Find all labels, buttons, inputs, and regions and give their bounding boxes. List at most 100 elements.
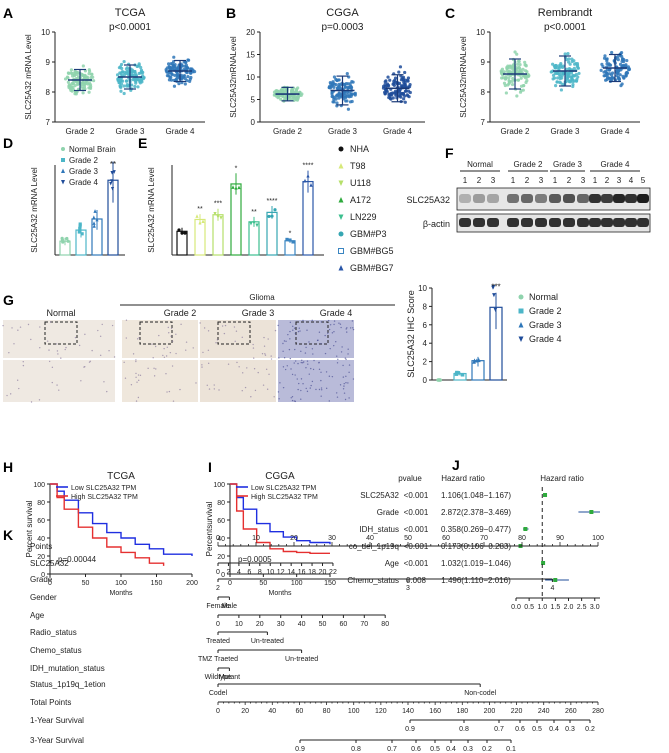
panel-a-point (81, 64, 85, 68)
panel-k-row-label: Status_1p19q_1etion (30, 680, 106, 689)
panel-h-legend-label: High SLC25A32 TPM (71, 494, 138, 501)
panel-c-point (619, 51, 624, 55)
panel-a-ytick-label: 9 (46, 58, 51, 67)
panel-b-ylabel: SLC25A32mRNALevel (229, 36, 238, 118)
panel-k-row-label: 1-Year Survival (30, 716, 84, 725)
panel-g-nucleus (265, 368, 268, 371)
panel-g-nucleus (163, 356, 166, 359)
panel-g-column-label: Grade 2 (164, 308, 197, 318)
panel-b-point (329, 84, 334, 88)
panel-c-point (563, 52, 567, 56)
panel-g-nucleus (262, 384, 265, 386)
panel-d-point (109, 181, 113, 186)
panel-j-xtick-label: 1.5 (551, 604, 561, 611)
panel-i-xlabel: Months (269, 590, 292, 597)
panel-g-nucleus (179, 388, 181, 391)
panel-c-point (571, 84, 575, 89)
panel-g-legend-label: Grade 3 (529, 320, 562, 330)
panel-k-tick-label: 60 (340, 621, 348, 628)
panel-c-pvalue: p<0.0001 (544, 22, 586, 33)
panel-g-nucleus (2, 324, 4, 327)
panel-b-xtick-label: Grade 2 (273, 127, 302, 136)
panel-g-point (493, 307, 498, 312)
panel-f-band (577, 218, 589, 227)
panel-g-nucleus (46, 340, 49, 342)
panel-d-point (60, 236, 64, 240)
panel-g-nucleus (328, 400, 330, 402)
panel-k-tick-label: 0 (216, 535, 220, 542)
panel-g-nucleus (342, 388, 345, 390)
panel-a-point (70, 81, 74, 86)
panel-c-point (499, 71, 504, 75)
panel-a-point (172, 55, 176, 59)
panel-c-point (573, 62, 577, 66)
panel-f-band (563, 194, 575, 203)
panel-g-nucleus (297, 388, 299, 391)
panel-e-legend-marker (338, 231, 344, 237)
panel-k-tick-label: 20 (290, 535, 298, 542)
panel-g-nucleus (241, 390, 243, 392)
panel-f-band (521, 194, 533, 203)
panel-e-sig: *** (214, 201, 222, 208)
panel-c-point (616, 58, 620, 62)
panel-g-nucleus (180, 323, 182, 326)
panel-g-nucleus (293, 400, 296, 402)
panel-g-nucleus (305, 387, 307, 390)
panel-k-tick-label: 0.3 (463, 746, 473, 753)
panel-j-estimate (589, 510, 594, 514)
panel-f-band (507, 194, 519, 203)
panel-k-tick-label: 40 (268, 708, 276, 715)
panel-h-ylabel: Percent survival (25, 500, 34, 557)
panel-j-row-hr: 2.872(2.378−3.469) (441, 508, 511, 517)
panel-g-nucleus (185, 341, 188, 343)
panel-c-point (515, 67, 519, 72)
panel-g-nucleus (50, 321, 52, 323)
panel-d-point (93, 209, 97, 213)
panel-k-tick-label: 0.4 (549, 726, 559, 733)
panel-e-point (291, 240, 295, 244)
panel-e-point (249, 221, 253, 226)
panel-g-nucleus (111, 324, 114, 327)
panel-k-tick-label: Mutant (219, 674, 240, 681)
panel-g-nucleus (291, 373, 294, 376)
panel-f-lane-label: 4 (629, 176, 634, 185)
panel-a-point (172, 84, 177, 88)
panel-k-tick-label: 80 (518, 535, 526, 542)
panel-b-point (391, 82, 395, 86)
panel-g-nucleus (304, 352, 307, 354)
panel-a-point (137, 62, 141, 66)
panel-k-tick-label: 2 (216, 585, 220, 592)
panel-a-point (69, 88, 73, 93)
panel-g-nucleus (253, 367, 256, 370)
panel-a-point (88, 86, 93, 90)
panel-g-nucleus (60, 357, 62, 359)
panel-c-point (510, 82, 515, 87)
panel-k-tick-label: 50 (319, 621, 327, 628)
panel-k-row-label: Gender (30, 593, 57, 602)
panel-a-point (183, 82, 187, 86)
panel-f-band (625, 194, 637, 203)
panel-g-nucleus (22, 364, 25, 367)
panel-g-nucleus (283, 340, 286, 342)
panel-g-nucleus (137, 379, 140, 382)
panel-c-point (621, 63, 626, 67)
panel-g-nucleus (277, 391, 280, 393)
panel-g-nucleus (22, 361, 24, 363)
panel-b-point (343, 91, 347, 95)
panel-c-point (622, 76, 626, 80)
panel-i-pvalue: p=0.0005 (238, 555, 272, 564)
panel-a-point (116, 78, 120, 83)
panel-k-tick-label: 6 (247, 569, 251, 576)
panel-k-tick-label: 0.9 (295, 746, 305, 753)
panel-label-E: E (138, 135, 147, 151)
panel-g-nucleus (289, 338, 291, 340)
panel-b-point (294, 97, 298, 102)
panel-g-nucleus (78, 344, 81, 347)
panel-g-ytick-label: 6 (423, 321, 428, 330)
panel-e-legend-label: U118 (350, 178, 371, 188)
panel-j-xtick-label: 0.5 (524, 604, 534, 611)
panel-g-nucleus (125, 319, 128, 321)
panel-a-point (82, 83, 86, 87)
panel-a-point (91, 75, 95, 79)
panel-k-row-label: IDH_mutation_status (30, 664, 105, 673)
